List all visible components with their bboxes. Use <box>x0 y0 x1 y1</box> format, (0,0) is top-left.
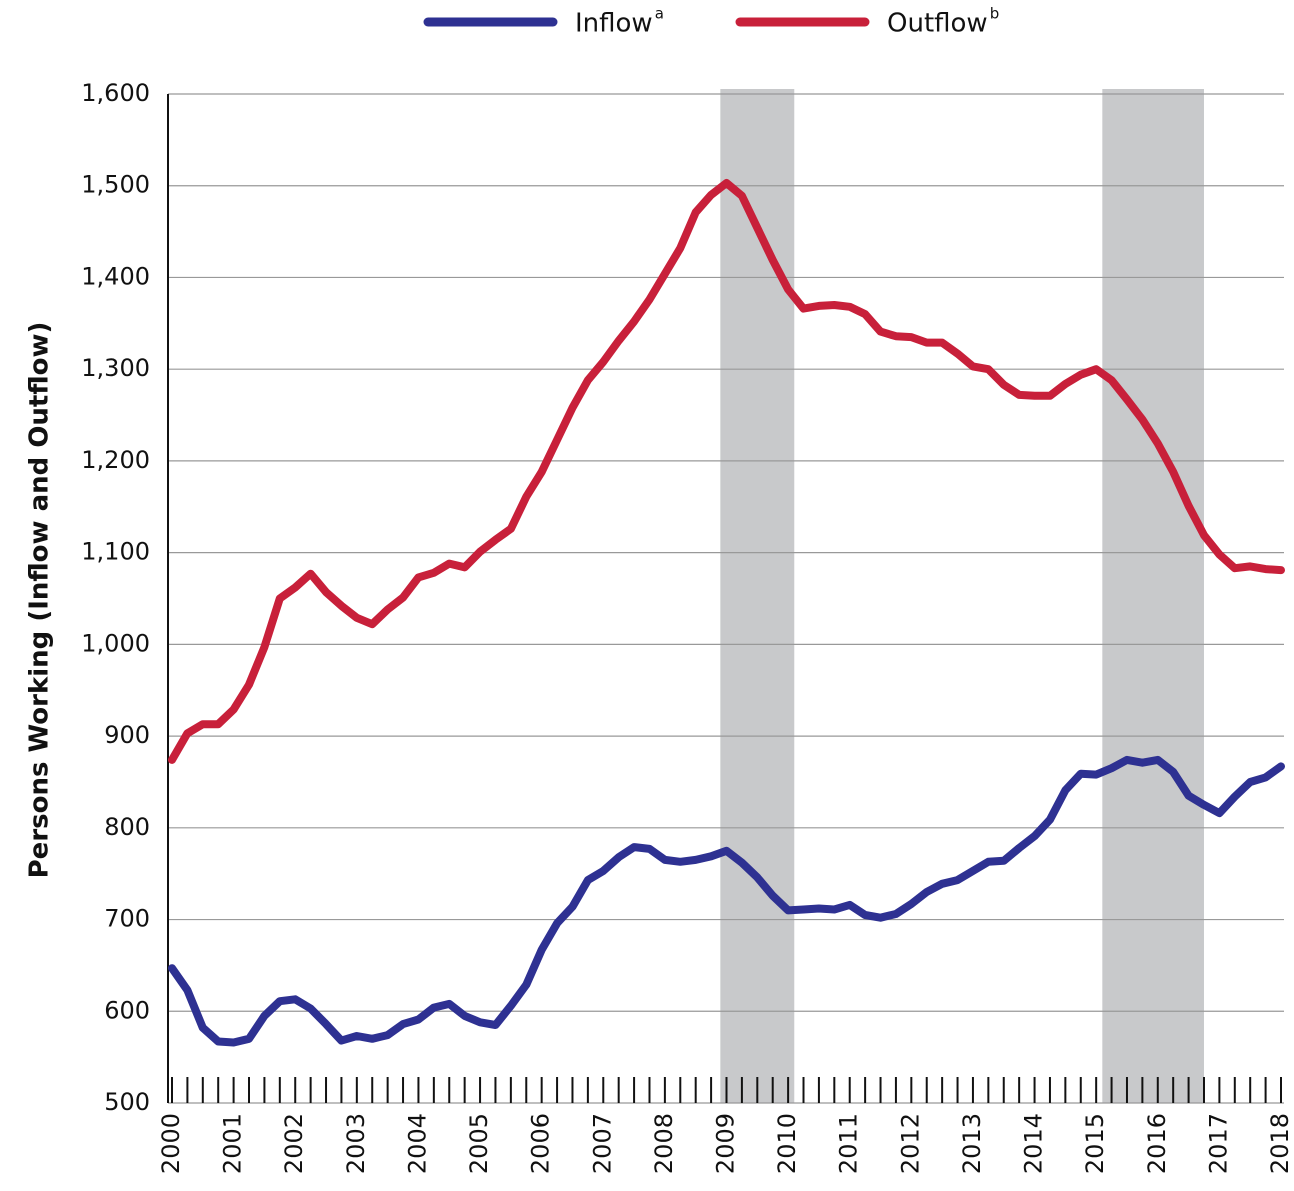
y-tick-label: 1,100 <box>81 538 150 566</box>
x-tick-label: 2004 <box>403 1113 431 1174</box>
x-tick-label: 2017 <box>1204 1113 1232 1174</box>
x-tick-label: 2010 <box>773 1113 801 1174</box>
x-tick-label: 2007 <box>588 1113 616 1174</box>
x-tick-label: 2012 <box>896 1113 924 1174</box>
x-tick-label: 2002 <box>280 1113 308 1174</box>
y-tick-label: 1,000 <box>81 629 150 657</box>
legend-label: Outflow <box>887 9 988 39</box>
legend-note-mark: a <box>655 5 664 23</box>
x-tick-label: 2000 <box>157 1113 185 1174</box>
data-line <box>168 179 1285 764</box>
y-tick-label: 800 <box>104 813 150 841</box>
x-tick-label: 2011 <box>835 1113 863 1174</box>
y-tick-label: 1,300 <box>81 354 150 382</box>
x-tick-label: 2009 <box>712 1113 740 1174</box>
y-axis-label: Persons Working (Inflow and Outflow) <box>25 322 55 879</box>
x-tick-label: 2001 <box>219 1113 247 1174</box>
y-tick-label: 900 <box>104 721 150 749</box>
x-tick-label: 2008 <box>650 1113 678 1174</box>
legend-label: Inflow <box>575 9 653 39</box>
x-tick-label: 2015 <box>1081 1113 1109 1174</box>
legend-note-mark: b <box>990 5 1000 23</box>
y-tick-label: 600 <box>104 996 150 1024</box>
x-tick-label: 2014 <box>1020 1113 1048 1174</box>
shaded-range <box>1102 89 1204 1103</box>
y-tick-label: 1,500 <box>81 171 150 199</box>
data-line <box>168 755 1285 1047</box>
x-tick-label: 2018 <box>1266 1113 1294 1174</box>
x-tick-label: 2013 <box>958 1113 986 1174</box>
shaded-range <box>720 89 795 1103</box>
y-tick-label: 1,200 <box>81 446 150 474</box>
y-tick-label: 1,600 <box>81 79 150 107</box>
y-tick-label: 700 <box>104 905 150 933</box>
x-tick-label: 2003 <box>342 1113 370 1174</box>
y-tick-label: 1,400 <box>81 262 150 290</box>
y-tick-label: 500 <box>104 1088 150 1116</box>
x-tick-label: 2005 <box>465 1113 493 1174</box>
x-tick-label: 2006 <box>527 1113 555 1174</box>
x-tick-label: 2016 <box>1143 1113 1171 1174</box>
